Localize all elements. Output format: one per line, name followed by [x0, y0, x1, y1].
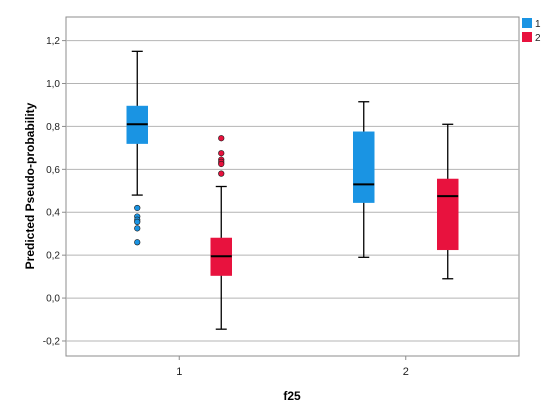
x-axis-label: f25	[283, 389, 301, 403]
box-group	[126, 50, 148, 246]
y-axis-ticks: -0,2 0,0 0,2 0,4 0,6 0,8 1,0 1,2	[43, 36, 66, 347]
outlier-point	[134, 239, 141, 246]
boxes	[126, 50, 459, 330]
y-tick-label: 1,0	[46, 79, 60, 90]
legend-label: 1	[535, 19, 541, 30]
outlier-point	[218, 170, 225, 177]
gridlines	[66, 40, 519, 342]
y-tick-label: 0,8	[46, 122, 60, 133]
outlier-point	[134, 218, 141, 226]
box-group	[210, 135, 232, 330]
outlier-point	[134, 225, 141, 232]
box-group	[353, 101, 375, 258]
legend-swatch	[522, 18, 532, 28]
y-tick-label: 1,2	[46, 36, 60, 47]
legend-swatch	[522, 32, 532, 42]
outlier-point	[218, 150, 225, 157]
y-tick-label: 0,6	[46, 165, 60, 176]
y-tick-label: 0,2	[46, 251, 60, 262]
y-tick-label: 0,0	[46, 294, 60, 305]
x-tick-label: 1	[176, 366, 182, 378]
box-group	[437, 123, 459, 280]
y-tick-label: -0,2	[43, 336, 61, 347]
outlier-point	[134, 204, 141, 212]
x-tick-label: 2	[403, 366, 409, 378]
y-tick-label: 0,4	[46, 208, 60, 219]
outlier-point	[218, 160, 225, 168]
y-axis-label: Predicted Pseudo-probability	[23, 102, 37, 269]
legend: 12	[522, 18, 541, 44]
box-iqr	[353, 131, 375, 203]
legend-label: 2	[535, 33, 541, 44]
outlier-point	[218, 135, 225, 142]
box-iqr	[437, 178, 459, 251]
